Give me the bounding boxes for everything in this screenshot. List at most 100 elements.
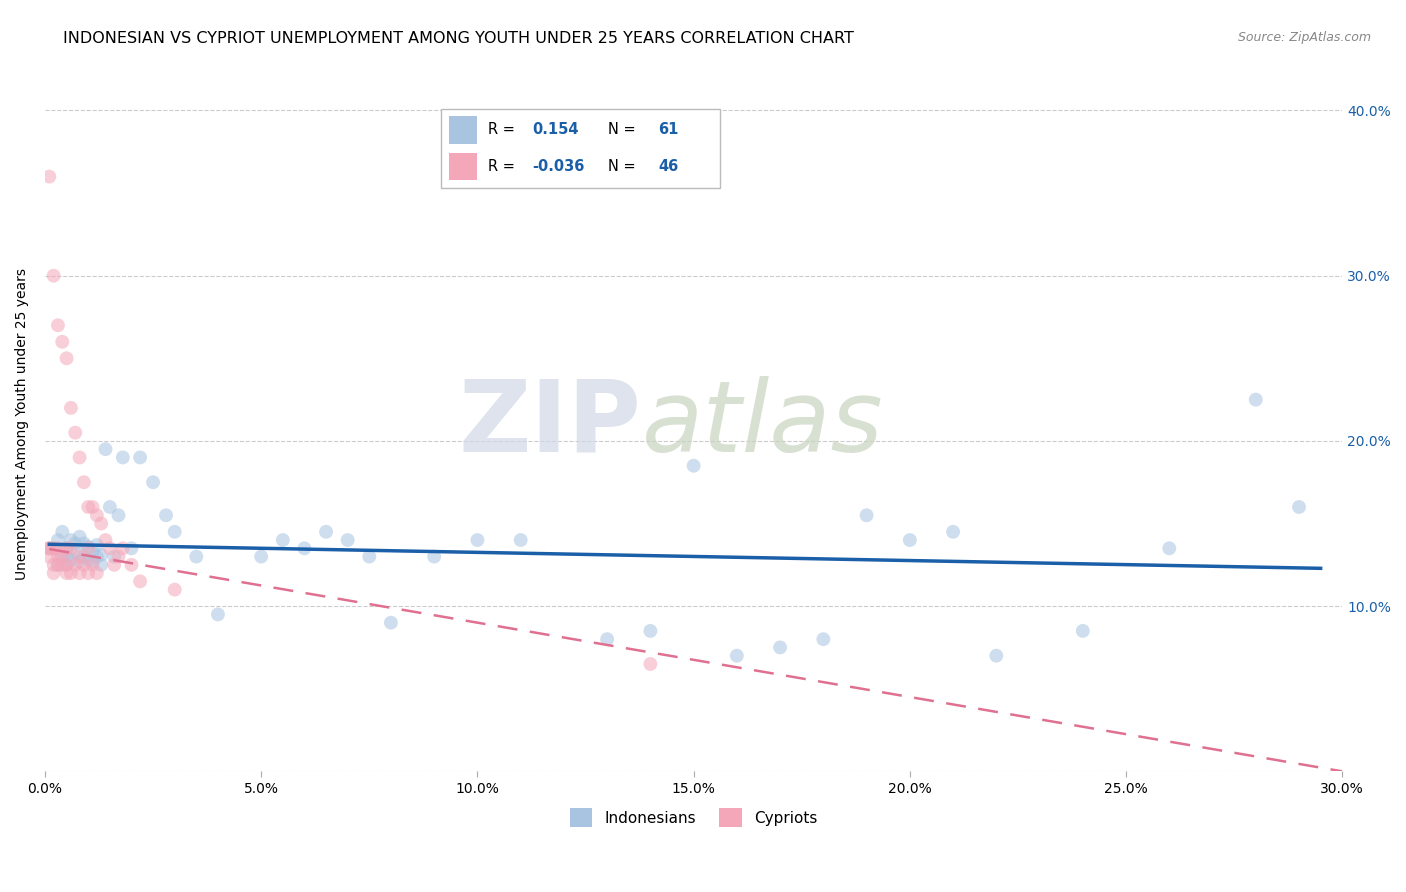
Text: Source: ZipAtlas.com: Source: ZipAtlas.com <box>1237 31 1371 45</box>
Point <box>46 318 69 333</box>
Point <box>82 544 104 558</box>
Point <box>207 607 229 622</box>
Text: INDONESIAN VS CYPRIOT UNEMPLOYMENT AMONG YOUTH UNDER 25 YEARS CORRELATION CHART: INDONESIAN VS CYPRIOT UNEMPLOYMENT AMONG… <box>63 31 855 46</box>
Point <box>94 442 117 457</box>
Point <box>55 566 77 580</box>
Point <box>51 558 73 572</box>
Point <box>898 533 921 547</box>
Point <box>46 533 69 547</box>
Point <box>129 574 152 589</box>
Point <box>46 558 69 572</box>
Point <box>77 500 100 514</box>
Text: atlas: atlas <box>641 376 883 473</box>
Point <box>1071 624 1094 638</box>
Point <box>86 508 108 523</box>
Point <box>77 541 100 556</box>
Point <box>359 549 381 564</box>
Point <box>163 582 186 597</box>
Point <box>103 558 125 572</box>
Point <box>596 632 619 647</box>
Point <box>73 475 96 490</box>
Point <box>38 541 60 556</box>
Y-axis label: Unemployment Among Youth under 25 years: Unemployment Among Youth under 25 years <box>15 268 30 581</box>
Point <box>51 549 73 564</box>
Point <box>42 541 65 556</box>
Point <box>69 450 91 465</box>
Point <box>107 508 129 523</box>
Point <box>1159 541 1181 556</box>
Point <box>55 549 77 564</box>
Legend: Indonesians, Cypriots: Indonesians, Cypriots <box>564 802 824 833</box>
Point <box>640 624 662 638</box>
Point <box>42 268 65 283</box>
Point <box>38 541 60 556</box>
Point <box>42 558 65 572</box>
Point <box>59 541 82 556</box>
Point <box>155 508 177 523</box>
Point <box>90 548 112 562</box>
Point <box>77 540 100 554</box>
Point <box>813 632 835 647</box>
Point <box>38 169 60 184</box>
Point <box>1244 392 1267 407</box>
Point <box>467 533 489 547</box>
Point <box>51 549 73 564</box>
Point <box>55 558 77 572</box>
Point <box>73 549 96 564</box>
Point <box>509 533 531 547</box>
Point <box>51 334 73 349</box>
Point <box>69 530 91 544</box>
Point <box>42 541 65 556</box>
Point <box>77 566 100 580</box>
Point <box>82 500 104 514</box>
Point <box>120 558 142 572</box>
Point <box>1288 500 1310 514</box>
Point <box>98 500 121 514</box>
Point <box>682 458 704 473</box>
Point <box>69 549 91 564</box>
Point <box>315 524 337 539</box>
Point <box>855 508 877 523</box>
Point <box>59 401 82 415</box>
Point <box>59 553 82 567</box>
Point <box>59 533 82 547</box>
Point <box>77 553 100 567</box>
Point <box>65 546 87 560</box>
Point <box>186 549 208 564</box>
Point <box>65 536 87 550</box>
Point <box>640 657 662 671</box>
Point <box>73 536 96 550</box>
Point <box>46 558 69 572</box>
Point <box>55 541 77 556</box>
Point <box>73 558 96 572</box>
Point <box>86 538 108 552</box>
Point <box>163 524 186 539</box>
Point <box>65 558 87 572</box>
Point <box>271 533 294 547</box>
Point <box>120 541 142 556</box>
Point <box>55 558 77 572</box>
Point <box>55 541 77 556</box>
Point <box>336 533 359 547</box>
Point <box>69 566 91 580</box>
Point <box>129 450 152 465</box>
Point <box>46 541 69 556</box>
Point <box>38 549 60 564</box>
Point <box>942 524 965 539</box>
Point <box>725 648 748 663</box>
Point <box>769 640 792 655</box>
Point <box>94 533 117 547</box>
Point <box>82 555 104 569</box>
Point <box>250 549 273 564</box>
Point <box>107 549 129 564</box>
Point <box>38 541 60 556</box>
Point <box>82 558 104 572</box>
Point <box>111 541 134 556</box>
Point <box>986 648 1008 663</box>
Text: ZIP: ZIP <box>458 376 641 473</box>
Point <box>90 558 112 572</box>
Point <box>90 516 112 531</box>
Point <box>142 475 165 490</box>
Point <box>65 425 87 440</box>
Point <box>86 549 108 564</box>
